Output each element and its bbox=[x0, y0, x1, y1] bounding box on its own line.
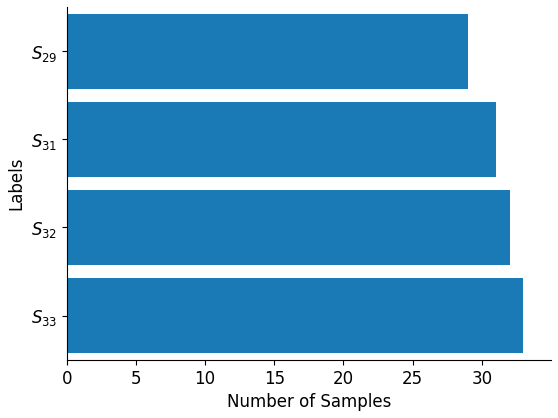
X-axis label: Number of Samples: Number of Samples bbox=[227, 393, 391, 411]
Bar bbox=[66, 278, 523, 353]
Y-axis label: Labels: Labels bbox=[7, 157, 25, 210]
Bar bbox=[66, 190, 509, 265]
Bar bbox=[66, 102, 496, 177]
Bar bbox=[66, 13, 468, 89]
